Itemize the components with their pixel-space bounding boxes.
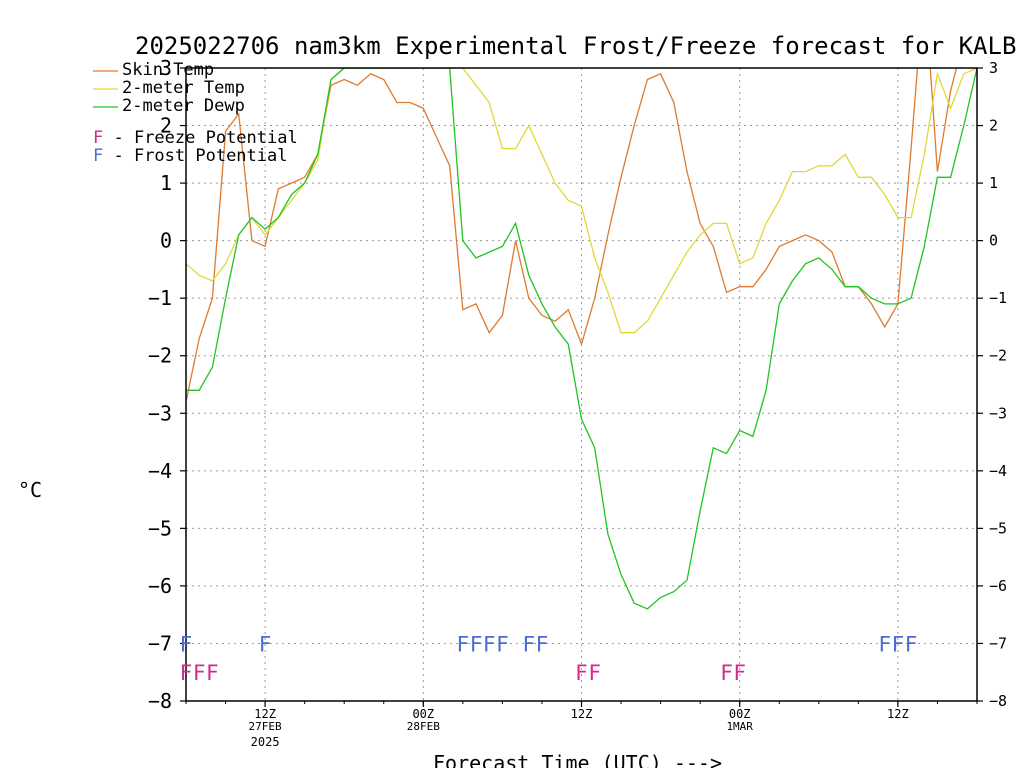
frost-potential-marker: F (259, 632, 272, 656)
frost-potential-marker: F (892, 632, 905, 656)
legend-marker-text: - Frost Potential (103, 146, 287, 166)
freeze-potential-marker: F (720, 661, 733, 685)
x-tick-date: 1MAR (726, 720, 753, 733)
series-line-2-meter-dewp (186, 68, 977, 610)
y-tick-label-right: −6 (989, 577, 1007, 595)
x-tick-label: 12Z (887, 707, 909, 721)
y-tick-label-left: −2 (148, 344, 172, 368)
frost-potential-marker: F (483, 632, 496, 656)
y-tick-label-left: 1 (160, 171, 172, 195)
frost-potential-marker: F (457, 632, 470, 656)
frost-potential-marker: F (905, 632, 918, 656)
y-tick-label-left: −6 (148, 574, 172, 598)
x-axis-label: Forecast Time (UTC) ---> (433, 751, 722, 768)
legend-label: 2-meter Dewp (122, 96, 245, 116)
y-tick-label-right: 2 (989, 117, 998, 135)
y-tick-label-left: −3 (148, 401, 172, 425)
freeze-potential-marker: F (588, 661, 601, 685)
x-tick-year: 2025 (251, 735, 280, 749)
legend-label: 2-meter Temp (122, 78, 245, 98)
y-tick-label-left: 3 (160, 56, 172, 80)
x-tick-label: 00Z (729, 707, 751, 721)
y-tick-label-left: −7 (148, 631, 172, 655)
legend-marker-letter: F (93, 128, 103, 148)
freeze-potential-marker: F (575, 661, 588, 685)
frost-potential-marker: F (536, 632, 549, 656)
y-tick-label-left: 2 (160, 114, 172, 138)
y-tick-label-right: −1 (989, 289, 1007, 307)
legend-label: F - Freeze Potential (93, 128, 298, 148)
x-tick-date: 28FEB (407, 720, 440, 733)
x-tick-date: 27FEB (249, 720, 282, 733)
freeze-potential-marker: F (206, 661, 219, 685)
y-tick-label-right: −2 (989, 347, 1007, 365)
x-tick-label: 12Z (571, 707, 593, 721)
legend-label: F - Frost Potential (93, 146, 287, 166)
y-tick-label-left: −8 (148, 689, 172, 713)
chart-title: 2025022706 nam3km Experimental Frost/Fre… (135, 32, 1016, 60)
y-tick-label-right: −3 (989, 404, 1007, 422)
frost-potential-marker: F (470, 632, 483, 656)
legend-label: Skin Temp (122, 60, 214, 80)
y-tick-label-right: 3 (989, 59, 998, 77)
legend-marker-text: - Freeze Potential (103, 128, 297, 148)
frost-potential-marker: F (496, 632, 509, 656)
x-tick-label: 00Z (412, 707, 434, 721)
freeze-potential-marker: F (193, 661, 206, 685)
y-tick-label-right: −8 (989, 692, 1007, 710)
potential-markers: F F F F F F F F F F FF F F F F F F (180, 632, 918, 685)
frost-potential-marker: F (878, 632, 891, 656)
series-lines (186, 68, 977, 610)
x-tick-label: 12Z (254, 707, 276, 721)
legend-marker-letter: F (93, 146, 103, 166)
y-tick-label-right: 0 (989, 232, 998, 250)
freeze-potential-marker: F (180, 661, 193, 685)
y-tick-label-right: −4 (989, 462, 1007, 480)
y-tick-label-left: 0 (160, 229, 172, 253)
y-tick-label-right: −5 (989, 519, 1007, 537)
freeze-potential-marker: F (733, 661, 746, 685)
series-group (186, 68, 977, 610)
y-tick-label-right: 1 (989, 174, 998, 192)
y-tick-label-left: −4 (148, 459, 172, 483)
series-line-2-meter-temp (186, 68, 977, 334)
frost-potential-marker: F (522, 632, 535, 656)
y-tick-label-left: −5 (148, 516, 172, 540)
y-tick-label-right: −7 (989, 634, 1007, 652)
y-tick-label-left: −1 (148, 286, 172, 310)
frost-potential-marker: F (180, 632, 193, 656)
axes: 3 3 2 2 1 1 0 0 −1 −1 −2 −2 −3 −3 −4 −4 −5 −5 −6 −6 −7 −7 −8 −8… (148, 56, 1007, 749)
y-axis-label: °C (18, 478, 42, 502)
